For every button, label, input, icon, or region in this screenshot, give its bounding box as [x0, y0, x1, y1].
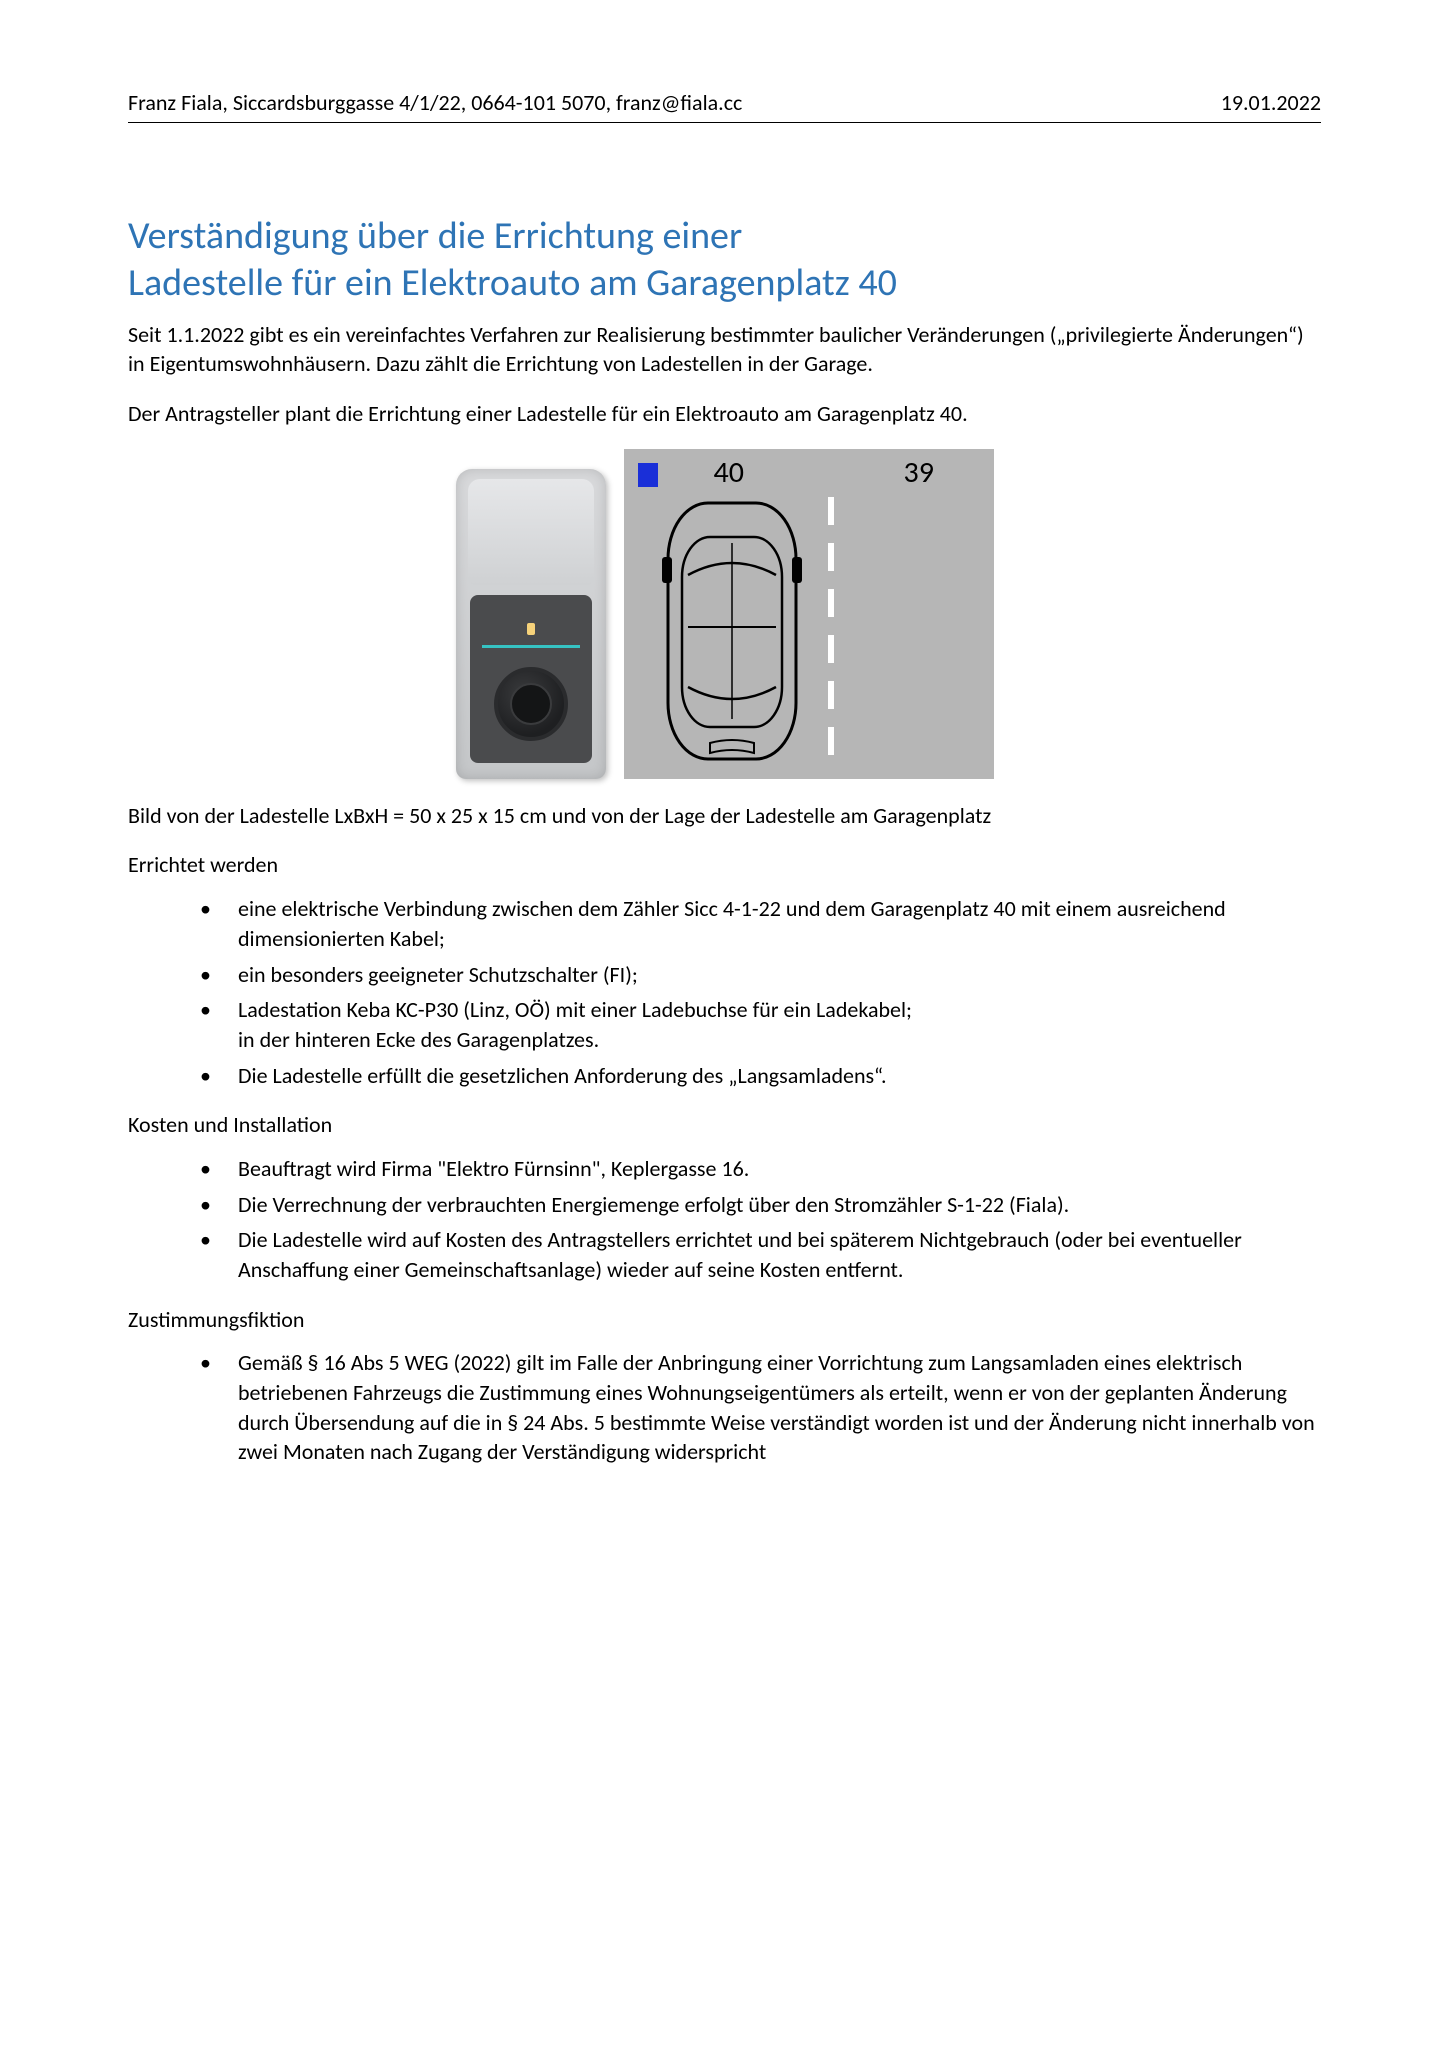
list-item: Die Verrechnung der verbrauchten Energie…: [200, 1190, 1321, 1220]
list-item: Ladestation Keba KC-P30 (Linz, OÖ) mit e…: [200, 995, 1321, 1054]
list-item: eine elektrische Verbindung zwischen dem…: [200, 894, 1321, 953]
intro-paragraph-2: Der Antragsteller plant die Errichtung e…: [128, 399, 1321, 429]
list-item: Beauftragt wird Firma "Elektro Fürnsinn"…: [200, 1154, 1321, 1184]
page-header: Franz Fiala, Siccardsburggasse 4/1/22, 0…: [128, 88, 1321, 123]
intro-paragraph-1: Seit 1.1.2022 gibt es ein vereinfachtes …: [128, 320, 1321, 379]
list-item: Die Ladestelle erfüllt die gesetzlichen …: [200, 1061, 1321, 1091]
section-3-label: Zustimmungsfiktion: [128, 1305, 1321, 1335]
document-title: Verständigung über die Errichtung einer …: [128, 213, 1321, 308]
list-item: Gemäß § 16 Abs 5 WEG (2022) gilt im Fall…: [200, 1348, 1321, 1467]
figure-row: 40 39: [128, 449, 1321, 779]
charger-marker-icon: [638, 463, 658, 487]
title-line-2: Ladestelle für ein Elektroauto am Garage…: [128, 260, 1321, 308]
slot-label-39: 39: [904, 453, 934, 494]
slot-label-40: 40: [714, 453, 744, 494]
section-2-label: Kosten und Installation: [128, 1110, 1321, 1140]
wallbox-illustration: [456, 469, 606, 779]
parking-divider-line: [828, 497, 834, 767]
header-date: 19.01.2022: [1221, 88, 1321, 118]
list-item: ein besonders geeigneter Schutzschalter …: [200, 960, 1321, 990]
wallbox-face-panel: [470, 595, 592, 763]
section-1-list: eine elektrische Verbindung zwischen dem…: [128, 894, 1321, 1090]
section-1-label: Errichtet werden: [128, 850, 1321, 880]
wallbox-top-panel: [468, 479, 594, 585]
wallbox-socket-inner: [510, 683, 552, 725]
figure-caption: Bild von der Ladestelle LxBxH = 50 x 25 …: [128, 801, 1321, 831]
section-2-list: Beauftragt wird Firma "Elektro Fürnsinn"…: [128, 1154, 1321, 1285]
section-3-list: Gemäß § 16 Abs 5 WEG (2022) gilt im Fall…: [128, 1348, 1321, 1467]
wallbox-socket-icon: [494, 667, 568, 741]
wallbox-indicator-icon: [527, 623, 535, 635]
header-left: Franz Fiala, Siccardsburggasse 4/1/22, 0…: [128, 88, 742, 118]
car-outline-icon: [662, 497, 802, 765]
title-line-1: Verständigung über die Errichtung einer: [128, 213, 1321, 261]
parking-diagram: 40 39: [624, 449, 994, 779]
list-item: Die Ladestelle wird auf Kosten des Antra…: [200, 1225, 1321, 1284]
wallbox-led-strip: [482, 645, 580, 648]
